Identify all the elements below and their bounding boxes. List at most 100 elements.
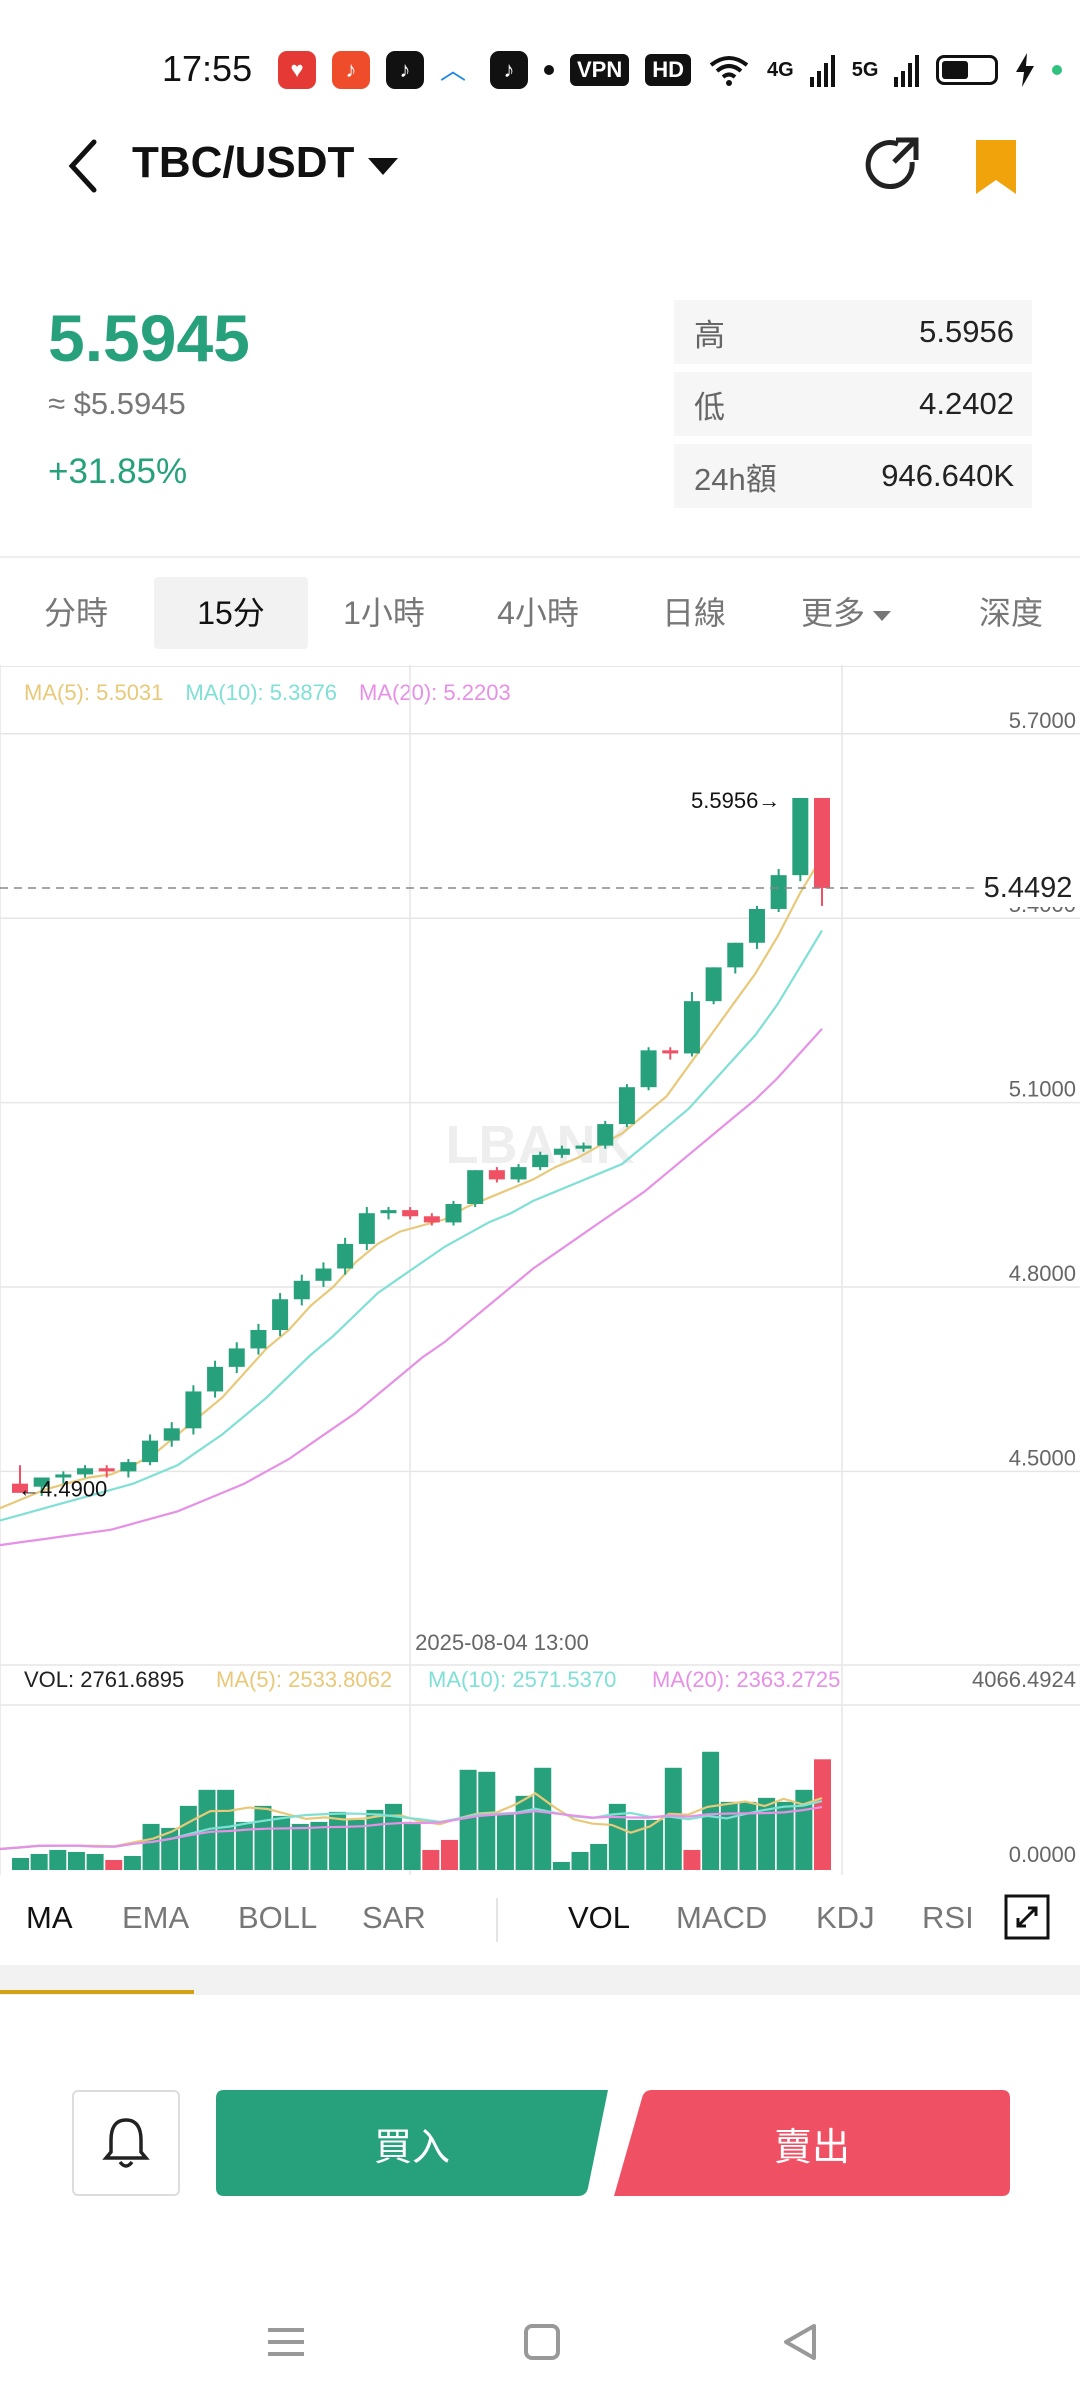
buy-label: 買入: [373, 2126, 450, 2169]
menu-nav-icon[interactable]: [256, 2312, 316, 2372]
bookmark-icon[interactable]: [976, 140, 1016, 194]
volume-bar: [590, 1843, 608, 1870]
volume-bar: [329, 1811, 347, 1870]
ma5-line: [0, 856, 823, 1510]
sell-button[interactable]: 賣出: [614, 2090, 1010, 2196]
timeframe-tabs: 分時 15分 1小時 4小時 日線 更多 深度: [0, 577, 1080, 649]
candle-body: [293, 1280, 310, 1300]
ma10-legend: MA(10): 5.3876: [185, 680, 338, 705]
candle-body: [98, 1468, 115, 1472]
stat-low: 低 4.2402: [674, 372, 1032, 436]
dot-icon: [544, 65, 554, 75]
volume-bar: [702, 1751, 720, 1870]
tiktok-lite-icon: ♪: [490, 51, 528, 89]
indicator-macd[interactable]: MACD: [676, 1900, 768, 1935]
tab-more[interactable]: 更多: [786, 577, 906, 649]
pair-title[interactable]: TBC/USDT: [132, 138, 355, 187]
volume-bar: [496, 1813, 514, 1870]
buy-button-shape: [216, 2090, 608, 2196]
back-nav-icon[interactable]: [770, 2312, 830, 2372]
ma-legend: MA(5): 5.5031 MA(10): 5.3876 MA(20): 5.2…: [24, 680, 511, 706]
indicator-sar[interactable]: SAR: [362, 1900, 426, 1935]
candle-body: [77, 1468, 94, 1475]
signal-icon: [809, 55, 835, 87]
candle-body: [33, 1477, 50, 1487]
volume-bar: [720, 1801, 738, 1870]
candle-body: [358, 1213, 375, 1244]
candle-body: [142, 1440, 159, 1463]
volume-bar: [758, 1797, 776, 1870]
indicator-ema[interactable]: EMA: [122, 1900, 190, 1935]
indicator-rsi[interactable]: RSI: [922, 1900, 974, 1935]
tab-more-label: 更多: [800, 595, 865, 631]
volume-bar: [440, 1839, 458, 1870]
status-time: 17:55: [162, 48, 253, 89]
app-notification-icon: ♥: [278, 51, 316, 89]
change-percent: +31.85%: [48, 452, 188, 491]
volume-bar: [310, 1821, 328, 1870]
candle-body: [163, 1428, 180, 1441]
y-tick-label: 5.7000: [1009, 708, 1076, 733]
vol-legend-ma20: MA(20): 2363.2725: [652, 1667, 840, 1692]
charging-icon: [1016, 53, 1035, 87]
indicator-vol[interactable]: VOL: [568, 1900, 631, 1935]
fullscreen-icon[interactable]: [1004, 1894, 1050, 1940]
candle-body: [510, 1167, 527, 1180]
candle-body: [748, 908, 765, 943]
tab-depth[interactable]: 深度: [978, 595, 1043, 631]
tab-daily[interactable]: 日線: [661, 595, 726, 631]
tab-4h[interactable]: 4小時: [497, 595, 579, 631]
candle-body: [12, 1483, 28, 1493]
volume-bar: [291, 1823, 309, 1870]
candlestick-chart[interactable]: LBANK 5.70005.40005.10004.80004.50002025…: [0, 665, 1080, 1875]
bell-icon: [102, 2118, 150, 2168]
tab-time-sharing[interactable]: 分時: [43, 595, 108, 631]
candle-body: [250, 1329, 267, 1349]
volume-bar: [776, 1801, 794, 1870]
home-nav-icon[interactable]: [512, 2312, 572, 2372]
share-icon[interactable]: [862, 134, 924, 196]
volume-bar: [478, 1771, 496, 1870]
last-price: 5.5945: [48, 301, 250, 375]
sell-button-shape: [614, 2090, 1010, 2196]
candle-body: [683, 1001, 700, 1054]
battery-icon: [936, 55, 999, 85]
buy-button[interactable]: 買入: [216, 2090, 608, 2196]
tab-1h[interactable]: 1小時: [343, 595, 425, 631]
stat-label: 高: [694, 317, 725, 353]
volume-bar: [179, 1805, 197, 1870]
stat-value: 4.2402: [919, 386, 1014, 421]
back-arrow-icon[interactable]: [64, 136, 104, 196]
vol-max-label: 4066.4924: [972, 1667, 1076, 1692]
volume-bar: [552, 1861, 570, 1870]
status-dot-icon: [1052, 65, 1063, 75]
candle-body: [55, 1474, 72, 1478]
volume-bar: [814, 1759, 831, 1870]
candle-body: [553, 1148, 570, 1155]
volume-bar: [142, 1823, 160, 1870]
volume-bar: [235, 1821, 253, 1870]
candle-body: [185, 1391, 202, 1429]
candle-body: [272, 1299, 289, 1330]
volume-bar: [347, 1819, 365, 1870]
candle-body: [488, 1170, 505, 1180]
indicator-kdj[interactable]: KDJ: [816, 1900, 875, 1935]
x-axis-label: 2025-08-04 13:00: [415, 1630, 589, 1655]
candle-body: [467, 1170, 484, 1204]
indicator-ma[interactable]: MA: [26, 1900, 73, 1935]
vol-legend-vol: VOL: 2761.6895: [24, 1667, 184, 1692]
vol-min-label: 0.0000: [1009, 1842, 1076, 1867]
usd-price: ≈ $5.5945: [48, 386, 186, 421]
indicator-boll[interactable]: BOLL: [238, 1900, 318, 1935]
ma10-line: [0, 929, 823, 1522]
divider: [0, 666, 1080, 667]
tab-15m[interactable]: 15分: [154, 577, 308, 649]
network-4g-icon: 4G: [767, 58, 794, 81]
volume-bar: [254, 1805, 272, 1870]
volume-bar: [67, 1851, 85, 1870]
volume-bar: [12, 1857, 29, 1870]
vpn-icon: VPN: [570, 54, 630, 86]
alert-button[interactable]: [72, 2090, 180, 2196]
pair-dropdown-icon[interactable]: [368, 158, 398, 175]
candle-body: [120, 1462, 137, 1472]
